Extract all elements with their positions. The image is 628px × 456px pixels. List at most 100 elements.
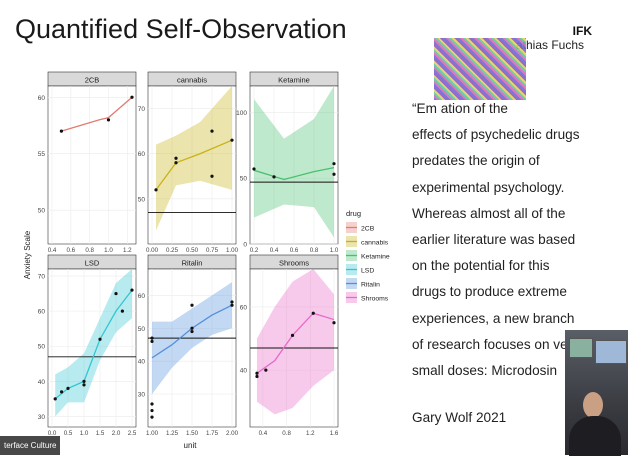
panel-ritalin: Ritalin 30 40 50 60 1.00 1.25 1.50 1.75 2.00: [138, 254, 239, 437]
y-tick-label: 70: [38, 274, 46, 281]
y-tick-label: 100: [236, 110, 247, 117]
presenter-face: [583, 392, 603, 418]
x-tick-label: 0.4: [270, 247, 279, 254]
y-tick-label: 60: [38, 309, 46, 316]
data-point: [114, 291, 118, 296]
data-point: [332, 172, 336, 176]
data-point: [66, 386, 70, 390]
x-tick-label: 0.6: [67, 247, 76, 254]
legend-label: Shrooms: [361, 296, 389, 303]
data-point: [106, 118, 111, 122]
x-tick-label: 2.00: [226, 430, 239, 437]
data-point: [120, 309, 124, 313]
x-tick-label: 1.0: [104, 247, 113, 254]
x-tick-label: 0.5: [64, 430, 73, 437]
x-axis-label: unit: [184, 441, 198, 450]
data-point: [255, 374, 259, 379]
x-tick-label: 1.0: [330, 247, 339, 254]
data-point: [154, 188, 158, 192]
x-tick-label: 1.00: [146, 430, 159, 437]
panel-strip-label: cannabis: [177, 76, 207, 85]
data-point: [150, 408, 154, 413]
background-monitor: [595, 340, 627, 364]
legend-item-cannabis: cannabis: [346, 236, 389, 247]
legend-label: Ketamine: [361, 254, 390, 261]
y-tick-label: 40: [38, 379, 46, 386]
data-point: [150, 339, 154, 344]
background-screen: [569, 338, 593, 358]
y-tick-label: 50: [138, 326, 146, 333]
data-point: [230, 303, 234, 307]
y-tick-label: 60: [240, 304, 248, 311]
confidence-band: [254, 86, 334, 238]
data-point: [130, 288, 134, 292]
data-point: [210, 129, 214, 133]
data-point: [264, 368, 268, 372]
legend-label: LSD: [361, 268, 374, 275]
legend-label: cannabis: [361, 240, 389, 247]
panel-strip-label: Shrooms: [279, 259, 309, 268]
legend-label: Ritalin: [361, 282, 380, 289]
y-tick-label: 30: [38, 414, 46, 421]
y-tick-label: 50: [38, 344, 46, 351]
chart-legend: drug 2CB cannabis Ketamine LSD Ritalin Shrooms: [346, 209, 390, 303]
data-point: [230, 300, 234, 304]
data-point: [190, 303, 194, 307]
y-tick-label: 0: [243, 242, 247, 249]
y-axis-label: Anxiety Scale: [23, 230, 32, 279]
legend-item-lsd: LSD: [346, 264, 374, 275]
confidence-band: [55, 269, 133, 417]
x-tick-label: 1.0: [80, 430, 89, 437]
panel-lsd: LSD 30 40 50 60 70 0.0 0.5 1.0 1.5 2.0 2.5: [38, 254, 137, 437]
x-tick-label: 1.50: [186, 430, 199, 437]
data-point: [190, 326, 194, 330]
x-tick-label: 0.6: [290, 247, 299, 254]
y-tick-label: 40: [240, 368, 248, 375]
x-tick-label: 1.5: [96, 430, 105, 437]
org-label: IFK: [572, 24, 592, 38]
confidence-band: [156, 86, 232, 231]
x-tick-label: 0.0: [48, 430, 57, 437]
webcam-video: [565, 330, 628, 456]
data-point: [98, 337, 102, 341]
data-point: [150, 336, 154, 340]
trend-line: [54, 289, 133, 400]
data-point: [252, 167, 256, 171]
x-tick-label: 0.2: [250, 247, 259, 254]
panel-strip-label: LSD: [85, 259, 100, 268]
x-tick-label: 1.00: [226, 247, 239, 254]
data-point: [53, 397, 57, 401]
y-tick-label: 50: [38, 208, 46, 215]
x-tick-label: 2.5: [128, 430, 137, 437]
y-tick-label: 40: [138, 359, 146, 366]
trend-line: [155, 139, 233, 191]
quote-text: “Em ation of the effects of psychedelic …: [412, 101, 580, 379]
x-tick-label: 1.2: [306, 430, 315, 437]
legend-label: 2CB: [361, 226, 375, 233]
author-name: athias Fuchs: [516, 38, 585, 52]
quote-attribution: Gary Wolf 2021: [412, 410, 507, 425]
legend-item-2cb: 2CB: [346, 222, 375, 233]
x-tick-label: 0.75: [206, 247, 219, 254]
y-tick-label: 70: [138, 106, 146, 113]
panel-cannabis: cannabis 50 60 70 0.00 0.25 0.50 0.75 1.00: [138, 71, 239, 254]
x-tick-label: 0.8: [310, 247, 319, 254]
x-tick-label: 0.4: [48, 247, 57, 254]
legend-title: drug: [346, 209, 361, 218]
panel-plot-area: [47, 268, 137, 428]
y-tick-label: 60: [38, 95, 46, 102]
x-tick-label: 0.4: [259, 430, 268, 437]
x-tick-label: 1.25: [166, 430, 179, 437]
data-point: [230, 138, 234, 142]
legend-item-shrooms: Shrooms: [346, 292, 389, 303]
y-tick-label: 30: [138, 392, 146, 399]
panel-strip-label: Ketamine: [278, 76, 310, 85]
panel-plot-area: [47, 85, 137, 245]
y-tick-label: 50: [138, 196, 146, 203]
data-point: [59, 129, 64, 133]
y-tick-label: 60: [138, 151, 146, 158]
data-point: [150, 415, 154, 419]
x-tick-label: 0.25: [166, 247, 179, 254]
panel-strip-label: 2CB: [85, 76, 100, 85]
x-tick-label: 0.00: [146, 247, 159, 254]
